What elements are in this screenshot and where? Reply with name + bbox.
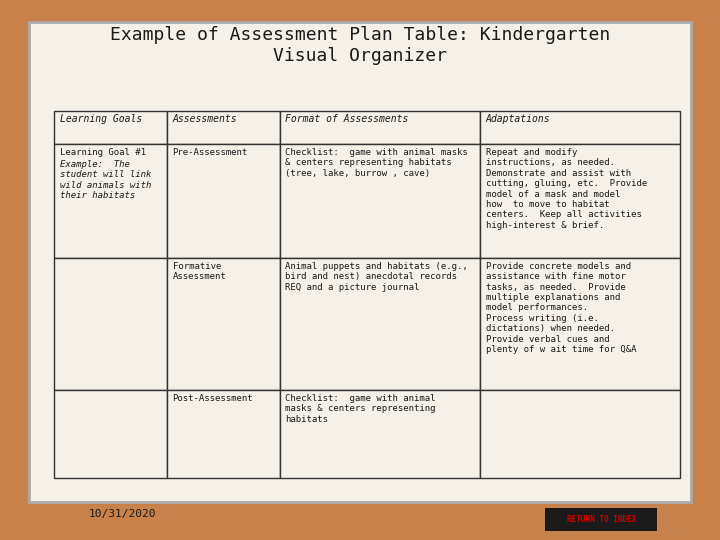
Bar [54,111,167,144]
Bar [167,144,279,258]
Text: Assessments: Assessments [173,114,237,125]
Text: RETURN TO INDEX: RETURN TO INDEX [567,515,636,524]
Text: 10/31/2020: 10/31/2020 [89,509,156,519]
Text: Provide concrete models and
assistance with fine motor
tasks, as needed.  Provid: Provide concrete models and assistance w… [486,262,636,354]
Text: Example:  The
student will link
wild animals with
their habitats: Example: The student will link wild anim… [60,160,151,200]
Bar [279,390,480,478]
Text: Example of Assessment Plan Table: Kindergarten
Visual Organizer: Example of Assessment Plan Table: Kinder… [110,26,610,65]
Bar [480,111,680,144]
Bar [54,390,167,478]
Text: Post-Assessment: Post-Assessment [173,394,253,403]
Bar [279,111,480,144]
Text: Learning Goal #1: Learning Goal #1 [60,148,145,157]
Bar [54,258,167,390]
Bar [480,258,680,390]
Text: Formative
Assessment: Formative Assessment [173,262,226,281]
Text: Format of Assessments: Format of Assessments [285,114,409,125]
Bar [167,390,279,478]
Text: Checklist:  game with animal
masks & centers representing
habitats: Checklist: game with animal masks & cent… [285,394,436,424]
Text: Pre-Assessment: Pre-Assessment [173,148,248,157]
Bar [167,111,279,144]
Text: Animal puppets and habitats (e.g.,
bird and nest) anecdotal records
REQ and a pi: Animal puppets and habitats (e.g., bird … [285,262,468,292]
Bar [54,144,167,258]
Bar [279,144,480,258]
Text: Repeat and modify
instructions, as needed.
Demonstrate and assist with
cutting, : Repeat and modify instructions, as neede… [486,148,647,230]
Text: Learning Goals: Learning Goals [60,114,142,125]
Text: Adaptations: Adaptations [486,114,550,125]
Bar [167,258,279,390]
Text: Checklist:  game with animal masks
& centers representing habitats
(tree, lake, : Checklist: game with animal masks & cent… [285,148,468,178]
Bar [546,508,657,531]
Bar [279,258,480,390]
FancyBboxPatch shape [29,22,691,502]
Bar [480,390,680,478]
Bar [480,144,680,258]
